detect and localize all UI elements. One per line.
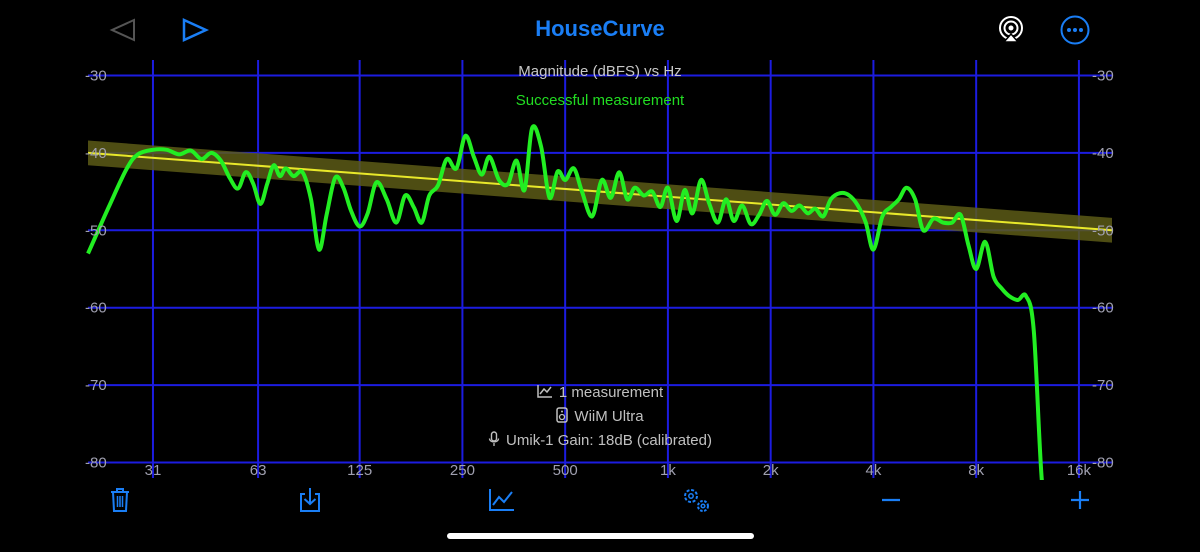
triangle-right-icon bbox=[182, 18, 210, 42]
x-tick-label: 4k bbox=[865, 462, 881, 479]
zoom-out-button[interactable] bbox=[875, 484, 907, 516]
chart-line-icon bbox=[489, 489, 514, 511]
measurement-series bbox=[86, 124, 1044, 480]
y-tick-label: -80 bbox=[1092, 455, 1114, 472]
airplay-icon bbox=[999, 16, 1023, 43]
x-axis: 31 63 125 250 500 1k 2k 4k 8k 16k bbox=[145, 462, 1092, 479]
y-tick-label: -40 bbox=[85, 145, 107, 162]
y-tick-label: -70 bbox=[1092, 377, 1114, 394]
y-tick-label: -80 bbox=[85, 455, 107, 472]
mic-details: Umik-1 Gain: 18dB (calibrated) bbox=[506, 431, 712, 449]
top-bar: HouseCurve bbox=[0, 0, 1200, 60]
y-tick-label: -40 bbox=[1092, 145, 1114, 162]
x-tick-label: 63 bbox=[250, 462, 267, 479]
x-tick-label: 16k bbox=[1067, 462, 1092, 479]
device-name: WiiM Ultra bbox=[574, 407, 644, 425]
trash-icon bbox=[111, 488, 129, 512]
app-title: HouseCurve bbox=[535, 16, 665, 41]
settings-button[interactable] bbox=[680, 484, 712, 516]
plus-icon bbox=[1071, 491, 1089, 509]
status-text: Successful measurement bbox=[516, 92, 685, 109]
y-tick-label: -50 bbox=[1092, 222, 1114, 239]
speaker-icon bbox=[556, 407, 569, 427]
chart-title: Magnitude (dBFS) vs Hz bbox=[518, 63, 681, 80]
delete-button[interactable] bbox=[104, 484, 136, 516]
minus-icon bbox=[882, 498, 900, 502]
x-tick-label: 8k bbox=[968, 462, 984, 479]
measurements-button[interactable] bbox=[486, 484, 518, 516]
x-tick-label: 125 bbox=[347, 462, 372, 479]
triangle-left-icon bbox=[109, 18, 135, 42]
x-tick-label: 250 bbox=[450, 462, 475, 479]
x-tick-label: 2k bbox=[763, 462, 779, 479]
save-button[interactable] bbox=[294, 484, 326, 516]
microphone-icon bbox=[488, 431, 500, 451]
back-button[interactable] bbox=[104, 12, 144, 48]
y-tick-label: -30 bbox=[1092, 67, 1114, 84]
y-tick-label: -60 bbox=[1092, 300, 1114, 317]
x-tick-label: 500 bbox=[553, 462, 578, 479]
mic-info: Umik-1 Gain: 18dB (calibrated) bbox=[0, 431, 1200, 451]
y-axis-left: -30 -40 -50 -60 -70 -80 bbox=[85, 67, 107, 471]
x-tick-label: 31 bbox=[145, 462, 162, 479]
zoom-in-button[interactable] bbox=[1064, 484, 1096, 516]
more-ellipsis-icon bbox=[1060, 15, 1090, 45]
download-tray-icon bbox=[300, 488, 320, 512]
y-tick-label: -60 bbox=[85, 300, 107, 317]
measurement-curve bbox=[86, 124, 1044, 480]
forward-button[interactable] bbox=[176, 12, 216, 48]
y-axis-right: -30 -40 -50 -60 -70 -80 bbox=[1092, 67, 1114, 471]
y-tick-label: -50 bbox=[85, 222, 107, 239]
gears-icon bbox=[684, 489, 709, 512]
home-indicator[interactable] bbox=[447, 533, 754, 539]
airplay-button[interactable] bbox=[995, 14, 1027, 46]
measurement-count: 1 measurement bbox=[558, 384, 664, 401]
y-tick-label: -30 bbox=[85, 67, 107, 84]
x-tick-label: 1k bbox=[660, 462, 676, 479]
chart-small-icon bbox=[537, 384, 553, 402]
more-button[interactable] bbox=[1059, 14, 1091, 46]
device-info: WiiM Ultra bbox=[0, 407, 1200, 427]
y-tick-label: -70 bbox=[85, 377, 107, 394]
measurement-info: 1 measurement bbox=[0, 384, 1200, 402]
